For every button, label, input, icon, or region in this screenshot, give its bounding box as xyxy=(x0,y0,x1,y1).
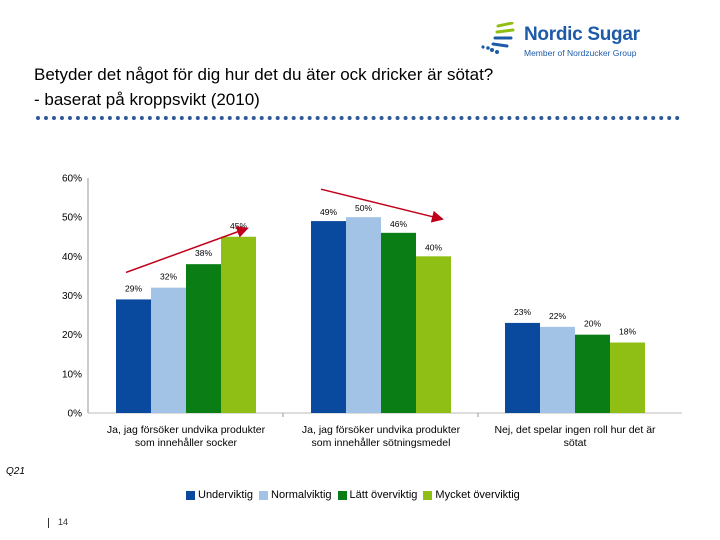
bar xyxy=(575,334,610,413)
bar xyxy=(381,232,416,413)
legend-swatch xyxy=(259,490,269,500)
x-category-label: sötat xyxy=(564,437,587,449)
slide-title: Betyder det något för dig hur det du äte… xyxy=(34,62,493,112)
logo-tagline: Member of Nordzucker Group xyxy=(524,48,637,58)
data-label: 46% xyxy=(390,219,407,229)
data-label: 32% xyxy=(160,272,177,282)
chart-legend: Underviktig Normalviktig Lätt överviktig My… xyxy=(186,489,520,501)
legend-swatch xyxy=(423,490,433,500)
title-line-2: - baserat på kroppsvikt (2010) xyxy=(34,90,260,109)
data-label: 40% xyxy=(425,242,442,252)
question-footnote: Q21 xyxy=(6,466,25,477)
x-category-label: Ja, jag försöker undvika produkter xyxy=(107,424,266,436)
data-label: 23% xyxy=(514,307,531,317)
x-category-label: som innehåller socker xyxy=(135,437,238,449)
legend-item: Mycket överviktig xyxy=(423,489,520,501)
logo-mark-icon xyxy=(481,22,515,54)
bar xyxy=(186,264,221,413)
data-label: 50% xyxy=(355,203,372,213)
legend-label: Normalviktig xyxy=(271,489,332,501)
page-number-divider xyxy=(48,517,49,528)
logo-name: Nordic Sugar xyxy=(524,24,640,45)
title-divider xyxy=(36,116,680,120)
y-tick-label: 50% xyxy=(62,213,82,224)
bar xyxy=(221,236,256,413)
y-tick-label: 60% xyxy=(62,174,82,185)
y-tick-label: 0% xyxy=(68,409,83,420)
bar xyxy=(505,322,540,413)
data-label: 18% xyxy=(619,327,636,337)
nordic-sugar-logo: Nordic Sugar Member of Nordzucker Group xyxy=(478,22,658,62)
legend-label: Lätt överviktig xyxy=(349,489,418,501)
x-category-label: Ja, jag försöker undvika produkter xyxy=(302,424,461,436)
title-line-1: Betyder det något för dig hur det du äte… xyxy=(34,65,494,84)
data-label: 29% xyxy=(125,283,142,293)
bar xyxy=(346,217,381,413)
bar xyxy=(416,256,451,413)
trend-arrow-up xyxy=(125,226,249,274)
bar xyxy=(151,287,186,413)
legend-item: Underviktig xyxy=(186,489,253,501)
data-label: 20% xyxy=(584,319,601,329)
y-tick-label: 20% xyxy=(62,330,82,341)
data-label: 49% xyxy=(320,207,337,217)
bar xyxy=(610,342,645,413)
bar xyxy=(311,221,346,413)
data-label: 38% xyxy=(195,248,212,258)
y-tick-label: 40% xyxy=(62,252,82,263)
page-number: 14 xyxy=(48,517,68,528)
legend-item: Lätt överviktig xyxy=(337,489,418,501)
x-category-label: Nej, det spelar ingen roll hur det är xyxy=(494,424,656,436)
y-tick-label: 30% xyxy=(62,291,82,302)
legend-item: Normalviktig xyxy=(259,489,332,501)
data-label: 45% xyxy=(230,221,247,231)
y-tick-label: 10% xyxy=(62,369,82,380)
legend-swatch xyxy=(186,490,195,500)
bar xyxy=(116,299,151,413)
legend-swatch xyxy=(337,490,347,500)
x-category-label: som innehåller sötningsmedel xyxy=(312,437,451,449)
trend-arrow-down xyxy=(320,188,444,223)
legend-label: Underviktig xyxy=(198,489,254,501)
page-number-value: 14 xyxy=(58,517,69,527)
data-label: 22% xyxy=(549,311,566,321)
bar xyxy=(540,326,575,413)
legend-label: Mycket överviktig xyxy=(435,489,520,501)
